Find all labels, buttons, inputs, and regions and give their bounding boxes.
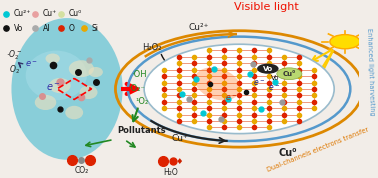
Text: CO₂: CO₂ (74, 166, 88, 175)
Ellipse shape (35, 95, 56, 110)
Text: H₂O: H₂O (164, 168, 178, 177)
Text: $O_2$: $O_2$ (9, 64, 20, 76)
Circle shape (330, 35, 360, 49)
Text: Vo: Vo (271, 75, 280, 81)
Text: Cu⁰: Cu⁰ (69, 9, 82, 18)
Text: Cu²⁺: Cu²⁺ (14, 9, 31, 18)
Ellipse shape (69, 60, 94, 77)
Text: Vo: Vo (14, 24, 23, 33)
Text: ♦: ♦ (175, 157, 183, 166)
Ellipse shape (88, 67, 103, 77)
Ellipse shape (80, 86, 98, 99)
Text: Al: Al (43, 24, 50, 33)
Circle shape (277, 68, 302, 80)
Text: Cu²⁺: Cu²⁺ (189, 23, 209, 32)
Text: Cu⁰: Cu⁰ (283, 71, 296, 77)
Ellipse shape (49, 78, 71, 93)
Text: Vo: Vo (263, 66, 273, 72)
Text: $e^-$: $e^-$ (268, 83, 280, 93)
Text: Visible light: Visible light (234, 2, 298, 12)
Text: ·OH: ·OH (132, 70, 147, 79)
Text: $e^-$: $e^-$ (45, 82, 60, 93)
Text: Dual-channels electrons transfer: Dual-channels electrons transfer (266, 126, 370, 173)
Ellipse shape (65, 106, 83, 119)
Ellipse shape (195, 67, 240, 100)
Text: O: O (69, 24, 75, 33)
Text: Cu⁺: Cu⁺ (171, 134, 188, 143)
Text: Cu⁺: Cu⁺ (43, 9, 57, 18)
Text: ·O₂⁻: ·O₂⁻ (128, 84, 145, 93)
Text: $e^-$: $e^-$ (254, 78, 266, 88)
Text: H₂O₂: H₂O₂ (143, 43, 162, 52)
Text: Enhanced light harvesting: Enhanced light harvesting (366, 28, 375, 116)
Ellipse shape (11, 18, 122, 160)
Text: $e^-$: $e^-$ (25, 59, 38, 69)
Text: Si: Si (92, 24, 99, 33)
Text: ¹O₂: ¹O₂ (135, 97, 149, 106)
Text: $e^-$: $e^-$ (225, 93, 237, 103)
Text: Cu⁰: Cu⁰ (279, 148, 297, 158)
Ellipse shape (26, 51, 87, 100)
Text: $\cdot O_2^-$: $\cdot O_2^-$ (6, 49, 22, 62)
Circle shape (257, 64, 279, 74)
Circle shape (144, 44, 334, 134)
Ellipse shape (45, 54, 60, 64)
Text: Pollutants: Pollutants (117, 126, 166, 135)
